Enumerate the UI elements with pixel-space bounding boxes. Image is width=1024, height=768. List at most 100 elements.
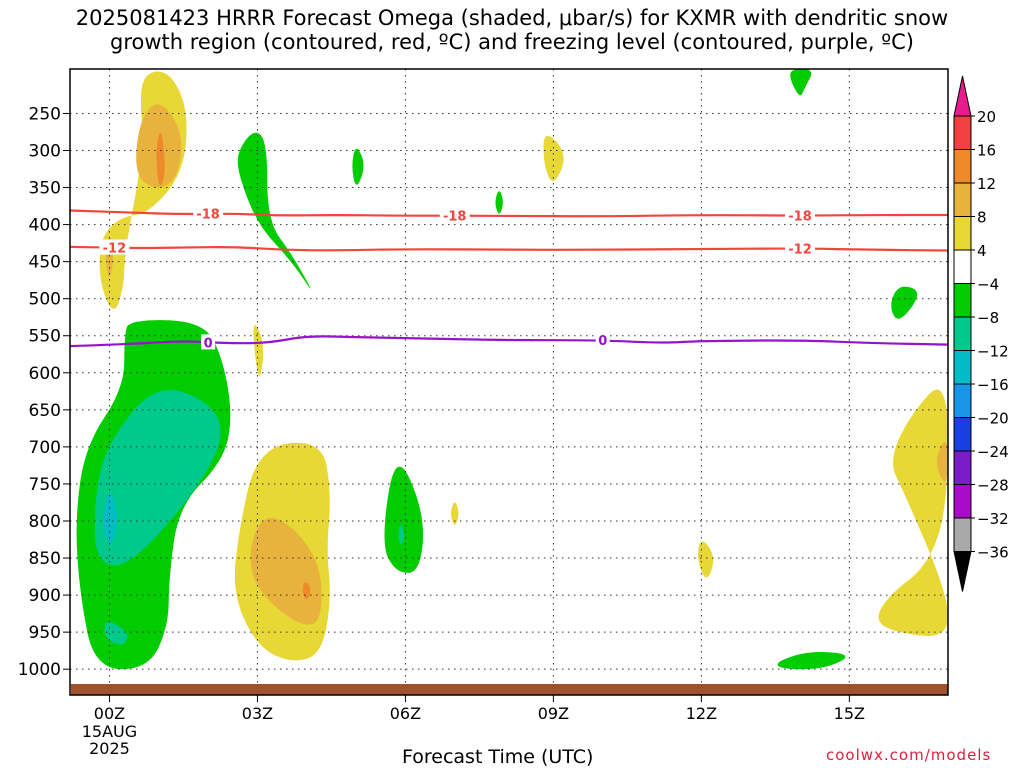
y-tick-label: 600 [29, 364, 61, 384]
axes: 250 300 350 400 450 500 550 600 650 700 750 800 850 9… [18, 104, 865, 758]
title-line-2: growth region (contoured, red, ºC) and f… [110, 30, 914, 54]
contour-lines: -18 -18 -18 -12 -12 0 0 [70, 205, 948, 351]
colorbar-bin [953, 417, 972, 452]
y-tick-label: 500 [29, 290, 61, 310]
colorbar-label: 8 [977, 209, 987, 227]
colorbar-label: 12 [977, 175, 996, 193]
contour-label: -18 [788, 210, 812, 225]
contour-label: 0 [204, 336, 213, 351]
colorbar-label: −12 [977, 343, 1009, 361]
contour-label-bg [99, 239, 130, 255]
colorbar-bottom-arrow [953, 551, 972, 592]
plot-frame [69, 68, 949, 696]
y-tick-label: 300 [29, 142, 61, 162]
y-tick-label: 800 [29, 512, 61, 532]
x-tick-label: 12Z [686, 704, 717, 723]
colorbar-bin [953, 450, 972, 485]
x-axis-title: Forecast Time (UTC) [402, 746, 594, 768]
y-tick-label: 650 [29, 401, 61, 421]
colorbar-bin [953, 283, 972, 318]
contour-label-bg [595, 332, 610, 348]
omega-region-12 [936, 441, 948, 482]
y-tick-label: 400 [29, 216, 61, 236]
contour-label-bg [201, 334, 216, 350]
omega-region-24 [777, 652, 846, 670]
omega-region-4 [253, 325, 264, 376]
y-tick-label: 250 [29, 104, 61, 124]
y-tick-label: 350 [29, 179, 61, 199]
credit-link[interactable]: coolwx.com/models [826, 746, 992, 764]
colorbar-top-arrow [953, 75, 972, 117]
colorbar-bin [953, 149, 972, 184]
y-tick-label: 1000 [18, 660, 61, 680]
colorbar-bin [953, 484, 972, 519]
omega-region-6 [250, 517, 322, 625]
omega-region-16 [104, 621, 128, 645]
x-date-label: 15AUG [82, 722, 137, 741]
colorbar-label: 4 [977, 242, 987, 260]
contour-label: 0 [598, 334, 607, 349]
omega-region-17 [237, 132, 311, 289]
x-date-label: 2025 [89, 739, 130, 758]
colorbar-label: −4 [977, 276, 999, 294]
colorbar-bin [953, 182, 972, 217]
x-tick-label: 03Z [242, 704, 273, 723]
omega-region-21 [398, 524, 405, 545]
contour-label-bg [785, 207, 816, 223]
colorbar-label: −8 [977, 309, 999, 327]
contour-label-bg [785, 240, 816, 256]
contour--12 [70, 245, 948, 252]
contour-label: -18 [443, 210, 467, 225]
colorbar-label: 20 [977, 108, 996, 126]
y-tick-label: 900 [29, 586, 61, 606]
omega-region-18 [352, 148, 364, 185]
colorbar-label: −36 [977, 544, 1009, 562]
y-tick-label: 550 [29, 327, 61, 347]
colorbar-bin [953, 249, 972, 284]
grid [70, 69, 948, 684]
omega-region-11 [878, 389, 948, 637]
colorbar-bin [953, 383, 972, 418]
omega-region-15 [103, 493, 117, 544]
x-tick-label: 00Z [94, 704, 125, 723]
x-tick-label: 15Z [834, 704, 865, 723]
colorbar-bin [953, 517, 972, 552]
y-tick-label: 950 [29, 623, 61, 643]
x-tick-label: 09Z [538, 704, 569, 723]
omega-region-2 [156, 133, 165, 185]
contour-label-bg [193, 205, 224, 221]
omega-region-14 [94, 390, 221, 566]
colorbar: 20 16 12 8 4 −4 −8 −12 −16 −20 −24 −28 −32 −36 [953, 75, 1009, 592]
colorbar-label: −28 [977, 477, 1009, 495]
omega-region-22 [790, 69, 812, 96]
colorbar-bin [953, 350, 972, 385]
contour-label: -12 [788, 242, 812, 257]
omega-region-23 [891, 286, 918, 319]
ground-strip [71, 684, 948, 695]
contour-label: -12 [103, 242, 127, 257]
contour-label-bg [439, 207, 470, 223]
title-line-1: 2025081423 HRRR Forecast Omega (shaded, … [75, 6, 949, 30]
colorbar-label: −16 [977, 376, 1009, 394]
y-tick-label: 450 [29, 253, 61, 273]
colorbar-label: −20 [977, 410, 1009, 428]
colorbar-bin [953, 316, 972, 351]
colorbar-label: 16 [977, 142, 996, 160]
omega-region-10 [698, 541, 714, 578]
chart-title: 2025081423 HRRR Forecast Omega (shaded, … [0, 6, 1024, 54]
omega-region-8 [543, 135, 564, 181]
omega-region-20 [384, 466, 424, 573]
contour-label: -18 [196, 207, 220, 222]
omega-region-0 [99, 71, 187, 309]
x-tick-label: 06Z [390, 704, 421, 723]
y-tick-label: 700 [29, 438, 61, 458]
y-tick-label: 750 [29, 475, 61, 495]
colorbar-bin [953, 115, 972, 150]
omega-region-19 [495, 191, 503, 214]
colorbar-bin [953, 216, 972, 251]
omega-region-9 [451, 502, 459, 525]
omega-shading [76, 69, 948, 670]
y-tick-label: 850 [29, 549, 61, 569]
colorbar-label: −32 [977, 510, 1009, 528]
